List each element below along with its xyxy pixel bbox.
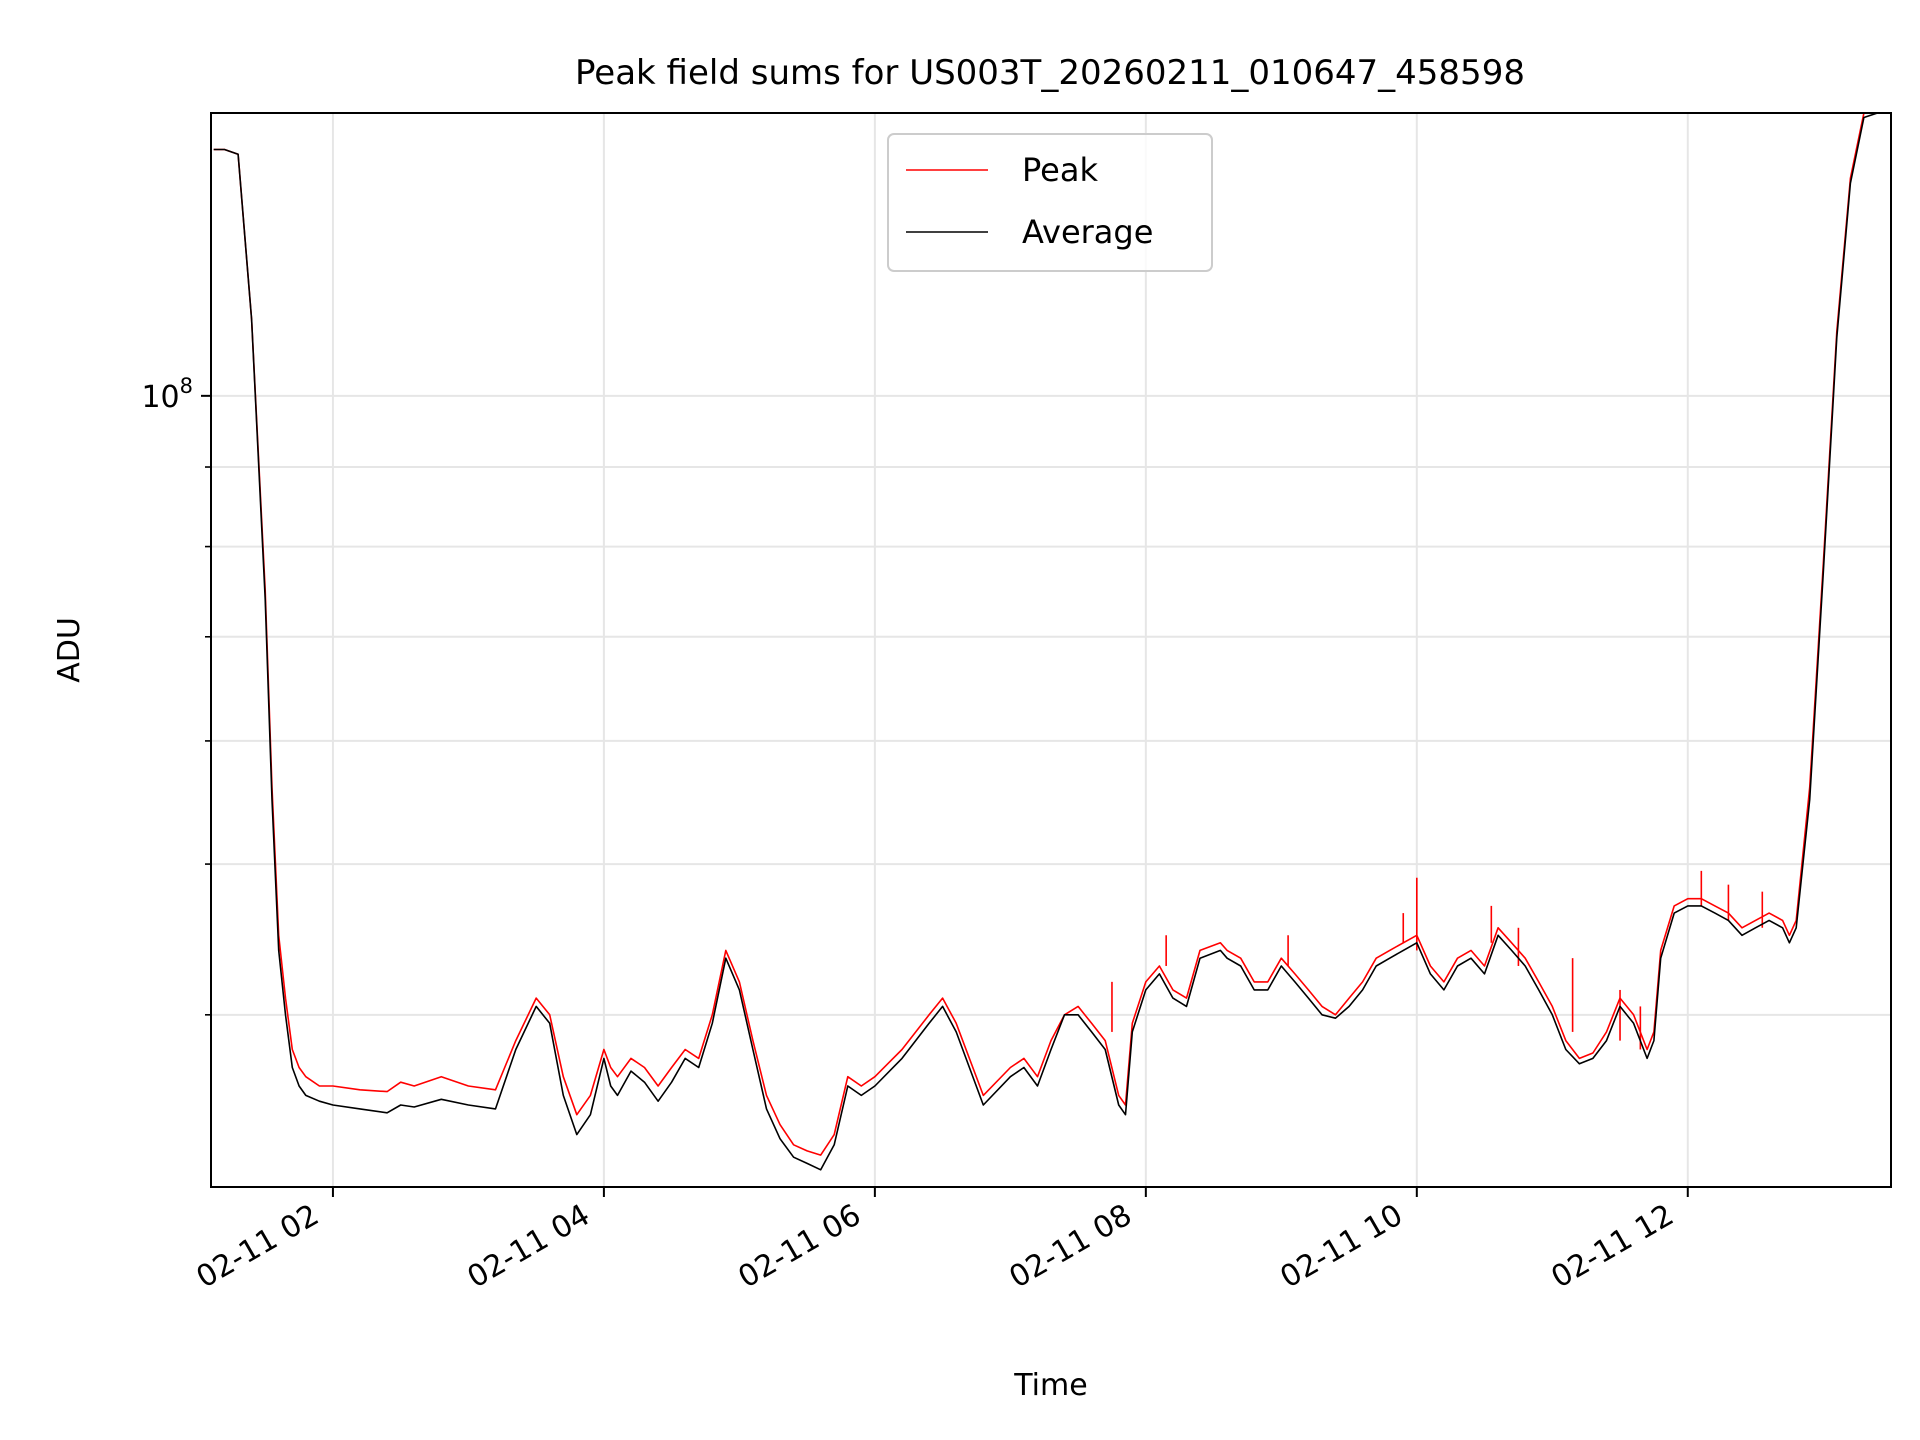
series-line-peak (213, 113, 1867, 1156)
x-axis-label: Time (1013, 1368, 1087, 1403)
y-tick-label: 108 (141, 374, 193, 415)
plot-frame (210, 112, 1892, 1188)
y-axis-label: ADU (52, 617, 87, 683)
y-tick-label-base: 10 (141, 380, 179, 415)
series-layer (213, 113, 1891, 1171)
legend-box (887, 133, 1213, 272)
series-average (213, 113, 1891, 1171)
series-line-average (213, 113, 1891, 1171)
chart-title: Peak field sums for US003T_20260211_0106… (575, 53, 1525, 93)
legend-label-average: Average (1022, 213, 1153, 251)
legend-label-peak: Peak (1022, 151, 1098, 189)
gridlines (211, 113, 1891, 1187)
legend: Peak Average (887, 133, 1213, 272)
y-tick-label-exponent: 8 (180, 374, 193, 398)
